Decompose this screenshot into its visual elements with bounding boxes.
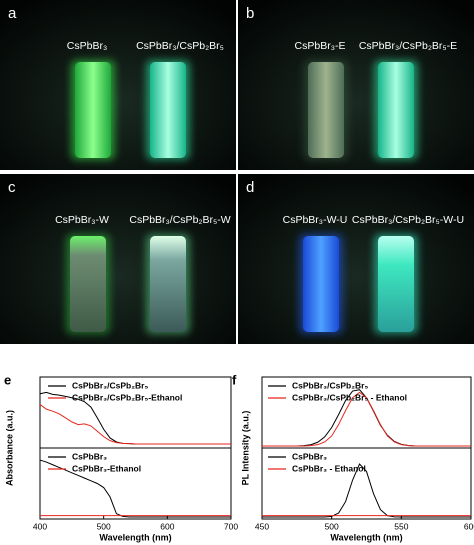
vial — [303, 236, 339, 332]
photo-background — [0, 0, 236, 170]
legend-label: CsPbBr₃/CsPb₂Br₅ — [72, 380, 148, 390]
vial — [150, 62, 186, 158]
x-tick-label: 700 — [224, 521, 238, 531]
legend-label: CsPbBr₃-Ethanol — [72, 463, 141, 473]
vial — [70, 236, 106, 332]
photo-caption: CsPbBr₃/CsPb₂Br₅ — [136, 40, 224, 52]
photo-caption: CsPbBr₃-W — [55, 214, 109, 226]
vial — [308, 62, 344, 158]
photo-caption: CsPbBr₃-W-U — [283, 214, 348, 226]
data-line — [262, 391, 471, 447]
panel-letter: c — [8, 179, 16, 196]
photo-background — [0, 174, 236, 344]
photo-caption: CsPbBr₃/CsPb₂Br₅-E — [359, 40, 457, 52]
x-axis-label: Wavelength (nm) — [330, 532, 402, 542]
x-tick-label: 550 — [394, 521, 408, 531]
photo-background — [238, 174, 474, 344]
panel-letter: a — [8, 5, 17, 22]
y-axis-label: Absorbance (a.u.) — [4, 410, 14, 486]
panel-letter: e — [4, 372, 11, 387]
photo-panel: b CsPbBr₃-E CsPbBr₃/CsPb₂Br₅-E — [238, 0, 474, 170]
legend-label: CsPbBr₃/CsPb₂Br₅ - Ethanol — [292, 392, 407, 402]
photo-caption: CsPbBr₃-E — [295, 40, 346, 52]
vial — [150, 236, 186, 332]
legend-label: CsPbBr₃ - Ethanol — [292, 463, 366, 473]
plot-frame — [261, 447, 472, 520]
data-line — [39, 404, 231, 445]
y-axis-label: PL Intensity (a.u.) — [240, 411, 250, 486]
x-tick-label: 500 — [325, 521, 339, 531]
x-axis-label: Wavelength (nm) — [99, 532, 171, 542]
legend-label: CsPbBr₃ — [292, 451, 327, 461]
panel-letter: b — [246, 5, 254, 22]
x-tick-label: 450 — [255, 521, 269, 531]
photo-panel: d CsPbBr₃-W-U CsPbBr₃/CsPb₂Br₅-W-U — [238, 174, 474, 344]
photo-caption: CsPbBr₃/CsPb₂Br₅-W — [129, 214, 230, 226]
panel-letter: f — [232, 372, 237, 387]
photo-caption: CsPbBr₃ — [67, 40, 107, 52]
legend-label: CsPbBr₃ — [72, 451, 107, 461]
photo-panel: c CsPbBr₃-W CsPbBr₃/CsPb₂Br₅-W — [0, 174, 236, 344]
x-tick-label: 400 — [33, 521, 47, 531]
x-tick-label: 600 — [464, 521, 474, 531]
legend-label: CsPbBr₃/CsPb₂Br₅ — [292, 380, 368, 390]
panel-letter: d — [246, 179, 254, 196]
data-line — [262, 463, 471, 518]
vial — [378, 62, 414, 158]
photo-panel: a CsPbBr₃ CsPbBr₃/CsPb₂Br₅ — [0, 0, 236, 170]
vial — [75, 62, 111, 158]
photo-background — [238, 0, 474, 170]
data-line — [39, 459, 231, 518]
vial — [378, 236, 414, 332]
photo-caption: CsPbBr₃/CsPb₂Br₅-W-U — [352, 214, 464, 226]
x-tick-label: 500 — [97, 521, 111, 531]
plot-frame — [39, 447, 232, 520]
x-tick-label: 600 — [160, 521, 174, 531]
legend-label: CsPbBr₃/CsPb₂Br₅-Ethanol — [72, 392, 182, 402]
